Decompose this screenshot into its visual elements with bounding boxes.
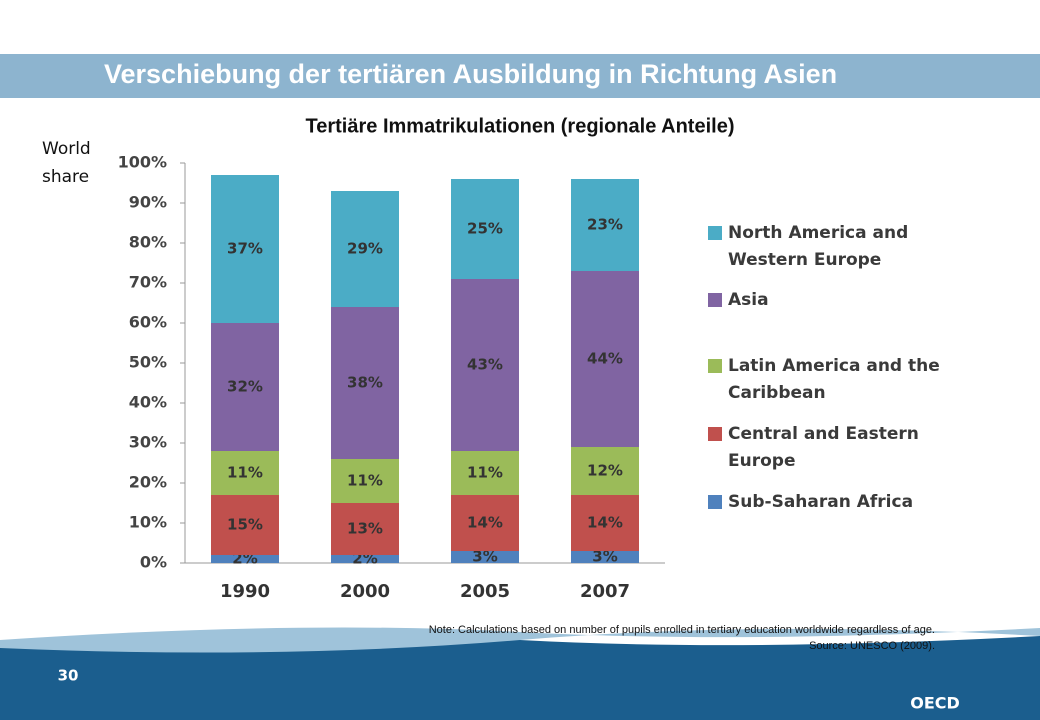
legend-label: Latin America and the Caribbean bbox=[728, 356, 940, 403]
chart-title: Tertiäre Immatrikulationen (regionale An… bbox=[306, 115, 735, 137]
source: Source: UNESCO (2009). bbox=[809, 640, 935, 652]
legend-swatch bbox=[708, 427, 722, 441]
value-label: 12% bbox=[587, 462, 623, 480]
y-tick-label: 50% bbox=[129, 353, 167, 372]
bar-segment bbox=[451, 551, 519, 563]
bar-segment bbox=[571, 551, 639, 563]
bar-segment bbox=[211, 555, 279, 563]
value-label: 23% bbox=[587, 216, 623, 234]
legend-item: Sub-Saharan Africa bbox=[708, 489, 968, 516]
value-label: 32% bbox=[227, 378, 263, 396]
value-label: 38% bbox=[347, 374, 383, 392]
bar-segment bbox=[211, 495, 279, 555]
bar-segment bbox=[571, 271, 639, 447]
footer-stripe bbox=[0, 627, 1040, 653]
y-tick-label: 70% bbox=[129, 273, 167, 292]
bar-segment bbox=[571, 495, 639, 551]
bar-segment bbox=[331, 555, 399, 563]
bar-segment bbox=[451, 495, 519, 551]
title-band bbox=[0, 54, 1040, 98]
legend-swatch bbox=[708, 495, 722, 509]
legend-item: Latin America and the Caribbean bbox=[708, 353, 968, 407]
footer-band bbox=[0, 635, 1040, 720]
bar-segment bbox=[331, 191, 399, 307]
y-tick-label: 10% bbox=[129, 513, 167, 532]
bar-segment bbox=[331, 503, 399, 555]
value-label: 15% bbox=[227, 516, 263, 534]
logo: OECD bbox=[910, 694, 960, 713]
legend-swatch bbox=[708, 226, 722, 240]
bar-segment bbox=[211, 175, 279, 323]
value-label: 29% bbox=[347, 240, 383, 258]
value-label: 14% bbox=[587, 514, 623, 532]
value-label: 37% bbox=[227, 240, 263, 258]
y-tick-label: 0% bbox=[140, 553, 167, 572]
value-label: 11% bbox=[347, 472, 383, 490]
x-tick-label: 2000 bbox=[340, 581, 390, 602]
bar-segment bbox=[451, 179, 519, 279]
value-label: 14% bbox=[467, 514, 503, 532]
value-label: 11% bbox=[467, 464, 503, 482]
note: Note: Calculations based on number of pu… bbox=[429, 624, 935, 636]
bar-segment bbox=[331, 459, 399, 503]
legend-swatch bbox=[708, 293, 722, 307]
y-tick-label: 60% bbox=[129, 313, 167, 332]
value-label: 13% bbox=[347, 520, 383, 538]
legend-label: Asia bbox=[728, 290, 769, 310]
legend-item: Asia bbox=[708, 287, 968, 314]
y-tick-label: 20% bbox=[129, 473, 167, 492]
slide-title: Verschiebung der tertiären Ausbildung in… bbox=[104, 59, 837, 89]
y-axis-label: World bbox=[42, 139, 91, 159]
bar-segment bbox=[451, 279, 519, 451]
bar-segment bbox=[331, 307, 399, 459]
y-tick-label: 30% bbox=[129, 433, 167, 452]
x-tick-label: 1990 bbox=[220, 581, 270, 602]
value-label: 11% bbox=[227, 464, 263, 482]
legend-item: North America and Western Europe bbox=[708, 220, 968, 274]
bar-segment bbox=[451, 451, 519, 495]
value-label: 3% bbox=[592, 548, 617, 566]
legend-swatch bbox=[708, 359, 722, 373]
x-tick-label: 2005 bbox=[460, 581, 510, 602]
value-label: 25% bbox=[467, 220, 503, 238]
legend-item: Central and Eastern Europe bbox=[708, 421, 968, 475]
y-tick-label: 90% bbox=[129, 193, 167, 212]
bar-segment bbox=[211, 451, 279, 495]
legend-label: Sub-Saharan Africa bbox=[728, 492, 914, 512]
legend-label: North America and Western Europe bbox=[728, 223, 909, 270]
value-label: 3% bbox=[472, 548, 497, 566]
y-axis-label: share bbox=[42, 167, 89, 187]
legend-label: Central and Eastern Europe bbox=[728, 424, 919, 471]
bar-segment bbox=[571, 447, 639, 495]
y-tick-label: 100% bbox=[118, 153, 167, 172]
bar-segment bbox=[211, 323, 279, 451]
value-label: 43% bbox=[467, 356, 503, 374]
bar-segment bbox=[571, 179, 639, 271]
y-tick-label: 80% bbox=[129, 233, 167, 252]
page-number: 30 bbox=[58, 667, 79, 685]
x-tick-label: 2007 bbox=[580, 581, 630, 602]
y-tick-label: 40% bbox=[129, 393, 167, 412]
value-label: 44% bbox=[587, 350, 623, 368]
